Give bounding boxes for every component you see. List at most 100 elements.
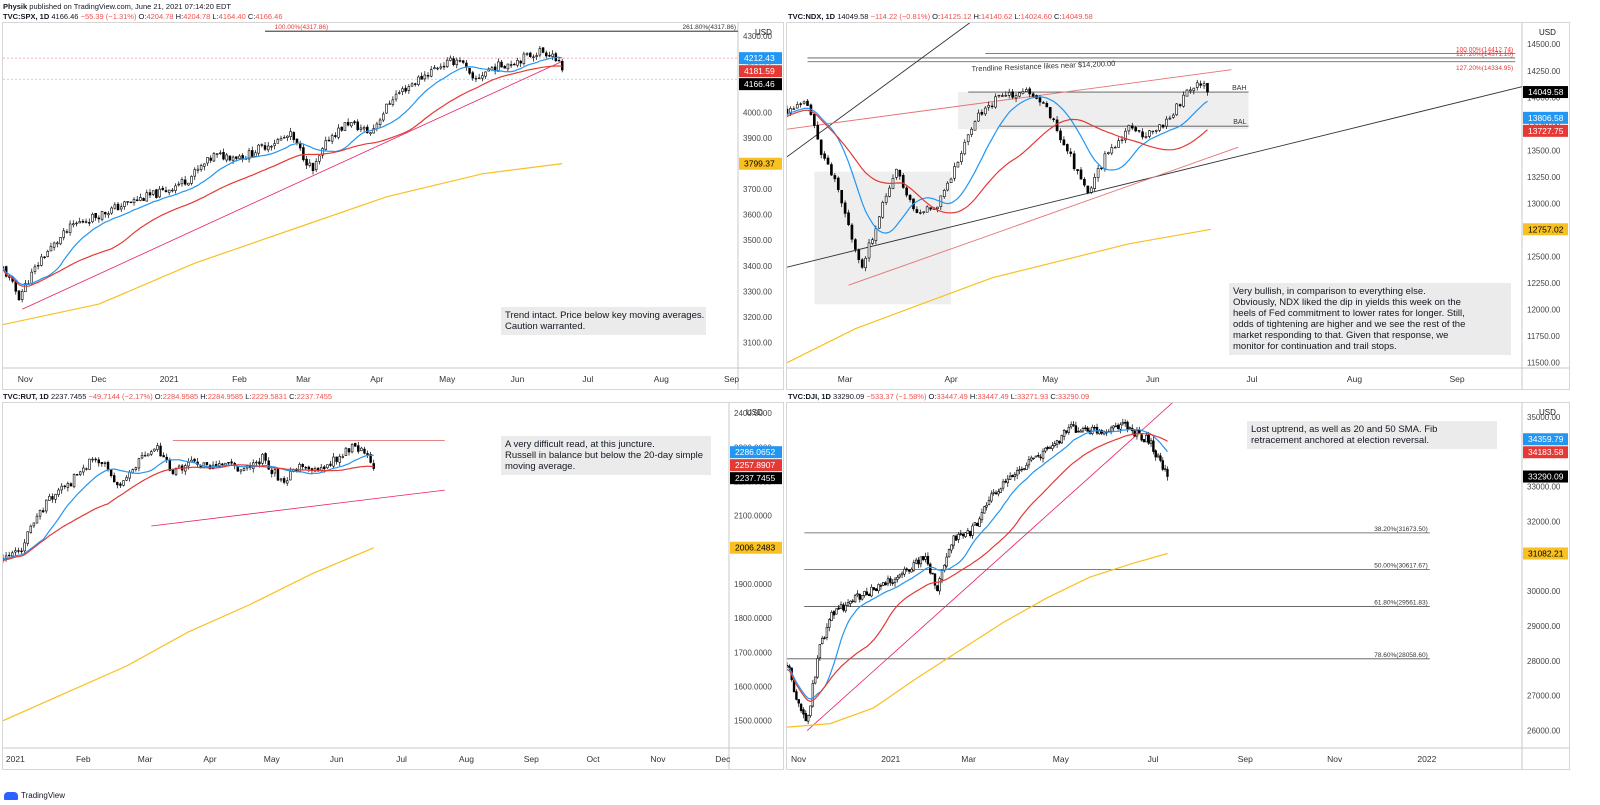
rut-candle [171,469,175,475]
rut-candle [66,483,70,488]
dji-candle [926,555,930,565]
spx-close: 4166.46 [255,12,283,21]
spx-candle [56,242,59,245]
spx-y-tick-label: 3400.00 [743,262,772,271]
dji-candle [914,559,918,564]
rut-candle [267,460,270,470]
spx-candle [219,152,222,154]
spx-symbol[interactable]: TVC:SPX, 1D [3,12,50,21]
rut-legend: TVC:RUT, 1D 2237.7455 −49.7144 (−2.17%) … [3,392,333,401]
rut-low: 2229.5831 [251,392,288,401]
dji-level-label: 78.60%(28058.60) [1374,652,1428,659]
ndx-chart[interactable]: USD 11500.00 11750.00 12000.00 12250.00 12500… [787,23,1569,389]
dji-candle [1034,455,1038,458]
ndx-note-text: market responding to that. Given that re… [1233,330,1448,341]
dji-candle [905,568,908,571]
author-name[interactable]: Physik [3,2,28,11]
rut-candle [273,469,277,474]
spx-chart[interactable]: USD 3100.00 3200.00 3300.00 3400.00 3500.00 36… [3,23,783,389]
dji-candle [964,532,967,537]
spx-candle [404,87,407,92]
dji-candle [797,699,800,704]
dji-y-tick-label: 35000.00 [1527,413,1561,422]
rut-candle [289,471,292,481]
spx-price-badge-label-sma200: 3799.37 [744,159,775,169]
spx-candle [135,199,139,201]
dji-x-tick-label: Nov [1327,754,1343,764]
ndx-candle [1117,140,1120,148]
ndx-candle [857,249,861,260]
dji-candle [1123,422,1127,424]
rut-candle [103,462,107,464]
ndx-y-tick-label: 14500.00 [1527,40,1561,49]
dji-candle [1048,447,1052,449]
dji-symbol[interactable]: TVC:DJI, 1D [788,392,831,401]
dji-candle [1067,427,1071,433]
ndx-x-tick-label: Aug [1347,374,1362,384]
ndx-candle [895,168,898,178]
dji-y-tick-label: 33000.00 [1527,483,1561,492]
rut-chart[interactable]: USD 1500.0000 1600.0000 1700.0000 1800.0000 1… [3,403,783,769]
rut-candle [270,469,273,474]
rut-price-badge-sma20 [730,446,782,459]
ndx-x-tick-label: Jul [1246,374,1257,384]
rut-candle [159,445,162,457]
spx-candle [222,152,225,160]
dji-price-badge-sma200 [1523,547,1568,560]
dji-candle [1032,457,1035,460]
dji-sma50-line [787,432,1168,703]
spx-x-tick-label: Mar [296,374,311,384]
spx-candle [190,176,193,184]
ndx-candle [1154,130,1158,132]
rut-candle [54,494,57,500]
dji-chart-pane[interactable]: USD 26000.00 27000.00 28000.00 29000.00 30000… [786,402,1570,770]
dji-candle [994,492,998,495]
rut-candle [298,463,301,472]
rut-candle [41,510,45,513]
tradingview-cloud-icon [4,791,18,800]
dji-x-tick-label: Jul [1148,754,1159,764]
spx-chart-pane[interactable]: USD 3100.00 3200.00 3300.00 3400.00 3500.00 36… [2,22,784,390]
dji-note-text: Lost uptrend, as well as 20 and 50 SMA. … [1251,424,1437,435]
spx-candle [123,201,126,207]
ndx-candle [1124,130,1127,141]
ndx-symbol[interactable]: TVC:NDX, 1D [788,12,836,21]
rut-candle [261,454,264,464]
spx-candle [119,206,123,210]
dji-chart[interactable]: USD 26000.00 27000.00 28000.00 29000.00 30000… [787,403,1569,769]
dji-candle [802,709,805,715]
ndx-chart-pane[interactable]: USD 11500.00 11750.00 12000.00 12250.00 12500… [786,22,1570,390]
rut-candle [23,542,26,552]
rut-symbol[interactable]: TVC:RUT, 1D [3,392,49,401]
rut-candle [230,461,233,464]
rut-candle [202,462,206,468]
ndx-candle [1148,130,1151,137]
dji-candle [1044,447,1047,452]
spx-x-tick-label: Nov [18,374,34,384]
spx-candle [251,150,254,157]
dji-candle [1140,434,1143,441]
dji-candle [997,491,1000,495]
ndx-candle [1093,177,1096,189]
rut-chart-pane[interactable]: USD 1500.0000 1600.0000 1700.0000 1800.0000 1… [2,402,784,770]
spx-candle [356,121,359,131]
spx-candle [426,75,430,77]
ndx-close: 14049.58 [1061,12,1093,21]
rut-candle [72,474,76,488]
dji-last: 33290.09 [833,392,865,401]
spx-legend: TVC:SPX, 1D 4166.46 −55.39 (−1.31%) O:42… [3,12,283,21]
spx-note-box [501,307,706,335]
spx-candle [343,122,347,131]
ndx-candle [1199,83,1202,86]
rut-candle [91,458,94,461]
ndx-candle [1048,107,1052,119]
dji-candle [1037,455,1040,457]
dji-candle [799,703,803,711]
tradingview-logo[interactable]: TradingView [4,790,65,801]
dji-y-tick-label: 26000.00 [1527,727,1561,736]
dji-candle [917,559,920,565]
ndx-sma20-line [787,96,1208,234]
dji-candle [860,595,864,600]
rut-candle [32,522,36,527]
spx-y-tick-label: 3500.00 [743,236,772,245]
